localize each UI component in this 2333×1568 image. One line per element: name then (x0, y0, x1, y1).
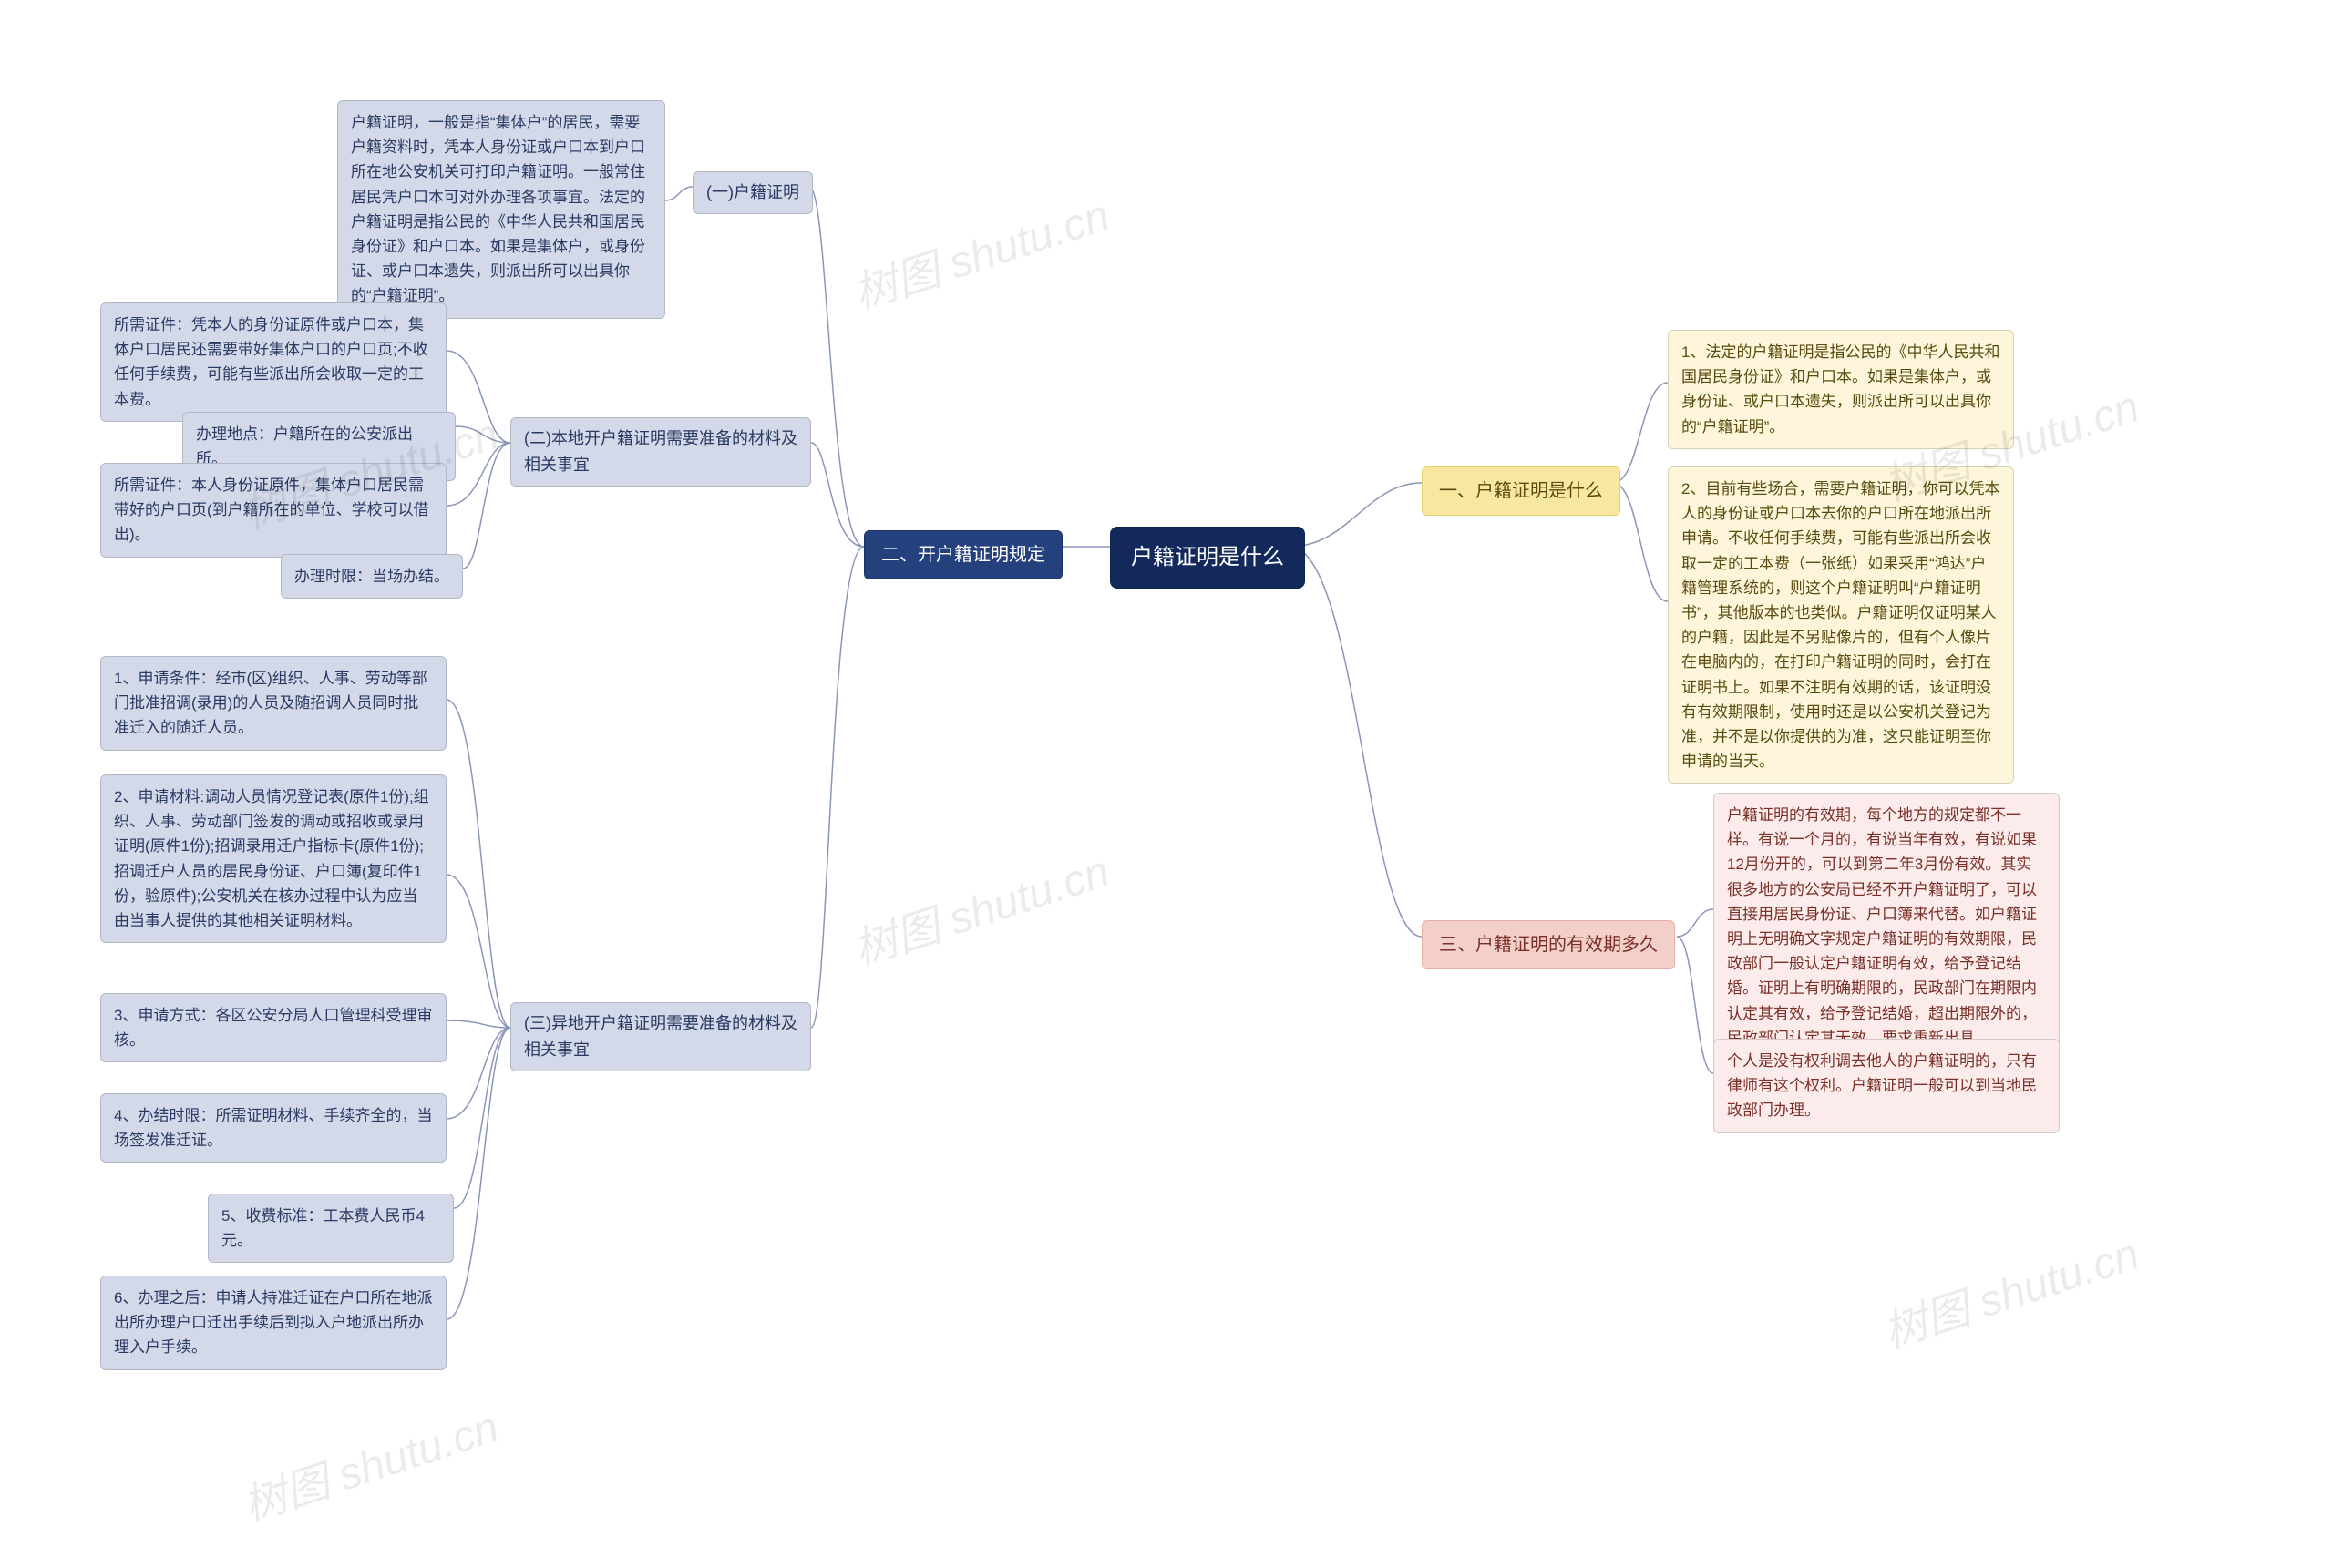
branch-1-leaf-0: 1、法定的户籍证明是指公民的《中华人民共和国居民身份证》和户口本。如果是集体户，… (1668, 330, 2014, 449)
branch-3-leaf-0: 户籍证明的有效期，每个地方的规定都不一样。有说一个月的，有说当年有效，有说如果1… (1713, 793, 2060, 1061)
watermark: 树图 shutu.cn (1874, 1218, 2145, 1360)
branch-2-sub-2-leaf-5: 6、办理之后：申请人持准迁证在户口所在地派出所办理户口迁出手续后到拟入户地派出所… (100, 1276, 447, 1370)
branch-2-sub-2-leaf-1: 2、申请材料:调动人员情况登记表(原件1份);组织、人事、劳动部门签发的调动或招… (100, 774, 447, 943)
branch-2-sub-0-leaf-0: 户籍证明，一般是指“集体户”的居民，需要户籍资料时，凭本人身份证或户口本到户口所… (337, 100, 665, 319)
watermark: 树图 shutu.cn (844, 835, 1115, 978)
branch-2-sub-0: (一)户籍证明 (693, 171, 813, 214)
branch-2-sub-1-leaf-3: 办理时限：当场办结。 (281, 554, 463, 599)
center-node: 户籍证明是什么 (1110, 527, 1305, 589)
branch-2-sub-2-leaf-3: 4、办结时限：所需证明材料、手续齐全的，当场签发准迁证。 (100, 1093, 447, 1163)
branch-1-leaf-1: 2、目前有些场合，需要户籍证明，你可以凭本人的身份证或户口本去你的户口所在地派出… (1668, 466, 2014, 784)
branch-3-leaf-1: 个人是没有权利调去他人的户籍证明的，只有律师有这个权利。户籍证明一般可以到当地民… (1713, 1039, 2060, 1133)
branch-1: 一、户籍证明是什么 (1422, 466, 1620, 516)
branch-2-sub-2-leaf-0: 1、申请条件：经市(区)组织、人事、劳动等部门批准招调(录用)的人员及随招调人员… (100, 656, 447, 751)
branch-3: 三、户籍证明的有效期多久 (1422, 920, 1675, 969)
branch-2-sub-2: (三)异地开户籍证明需要准备的材料及相关事宜 (510, 1002, 811, 1071)
watermark: 树图 shutu.cn (844, 179, 1115, 322)
branch-2-sub-1: (二)本地开户籍证明需要准备的材料及相关事宜 (510, 417, 811, 487)
watermark: 树图 shutu.cn (233, 1391, 505, 1533)
branch-2-sub-1-leaf-2: 所需证件：本人身份证原件，集体户口居民需带好的户口页(到户籍所在的单位、学校可以… (100, 463, 447, 558)
branch-2-sub-2-leaf-4: 5、收费标准：工本费人民币4元。 (208, 1194, 454, 1263)
branch-2-sub-2-leaf-2: 3、申请方式：各区公安分局人口管理科受理审核。 (100, 993, 447, 1062)
branch-2-sub-1-leaf-0: 所需证件：凭本人的身份证原件或户口本，集体户口居民还需要带好集体户口的户口页;不… (100, 302, 447, 422)
branch-2: 二、开户籍证明规定 (864, 530, 1063, 579)
